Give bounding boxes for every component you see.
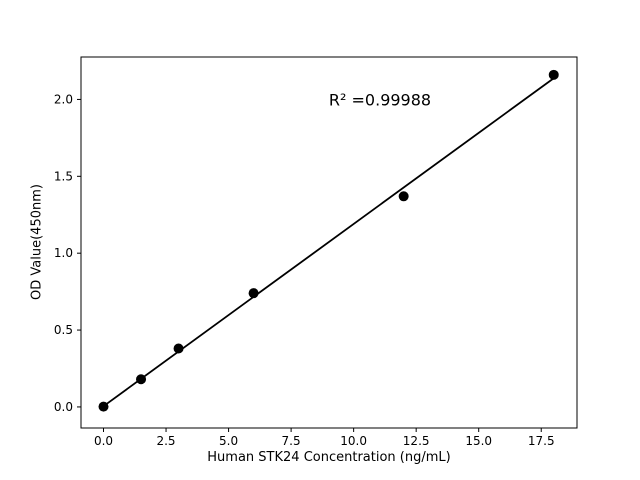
- data-point: [136, 374, 147, 385]
- r-squared-annotation: R² =0.99988: [328, 90, 432, 110]
- plot-border: [80, 56, 578, 429]
- data-point: [248, 288, 259, 299]
- y-tick-label: 1.5: [54, 169, 73, 183]
- data-point: [98, 401, 109, 412]
- data-point: [398, 191, 409, 202]
- x-tick-label: 5.0: [219, 434, 238, 448]
- x-tick-label: 7.5: [282, 434, 301, 448]
- data-point: [173, 343, 184, 354]
- y-tick-label: 2.0: [54, 92, 73, 106]
- data-point: [548, 69, 559, 80]
- y-tick-label: 0.0: [54, 400, 73, 414]
- fit-line: [102, 77, 555, 408]
- x-tick-label: 15.0: [465, 434, 492, 448]
- x-tick-label: 12.5: [403, 434, 430, 448]
- x-tick-label: 17.5: [528, 434, 555, 448]
- x-axis-title: Human STK24 Concentration (ng/mL): [207, 450, 451, 465]
- x-tick-label: 2.5: [156, 434, 175, 448]
- x-tick-label: 0.0: [94, 434, 113, 448]
- x-tick-label: 10.0: [340, 434, 367, 448]
- y-axis-title: OD Value(450nm): [29, 184, 45, 300]
- y-tick-label: 1.0: [54, 246, 73, 260]
- y-tick-label: 0.5: [54, 323, 73, 337]
